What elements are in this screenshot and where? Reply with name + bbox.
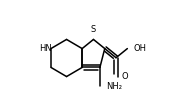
Text: NH₂: NH₂ (106, 82, 122, 91)
Text: OH: OH (133, 44, 146, 53)
Text: S: S (91, 25, 96, 34)
Text: HN: HN (39, 44, 51, 53)
Text: O: O (122, 72, 129, 81)
